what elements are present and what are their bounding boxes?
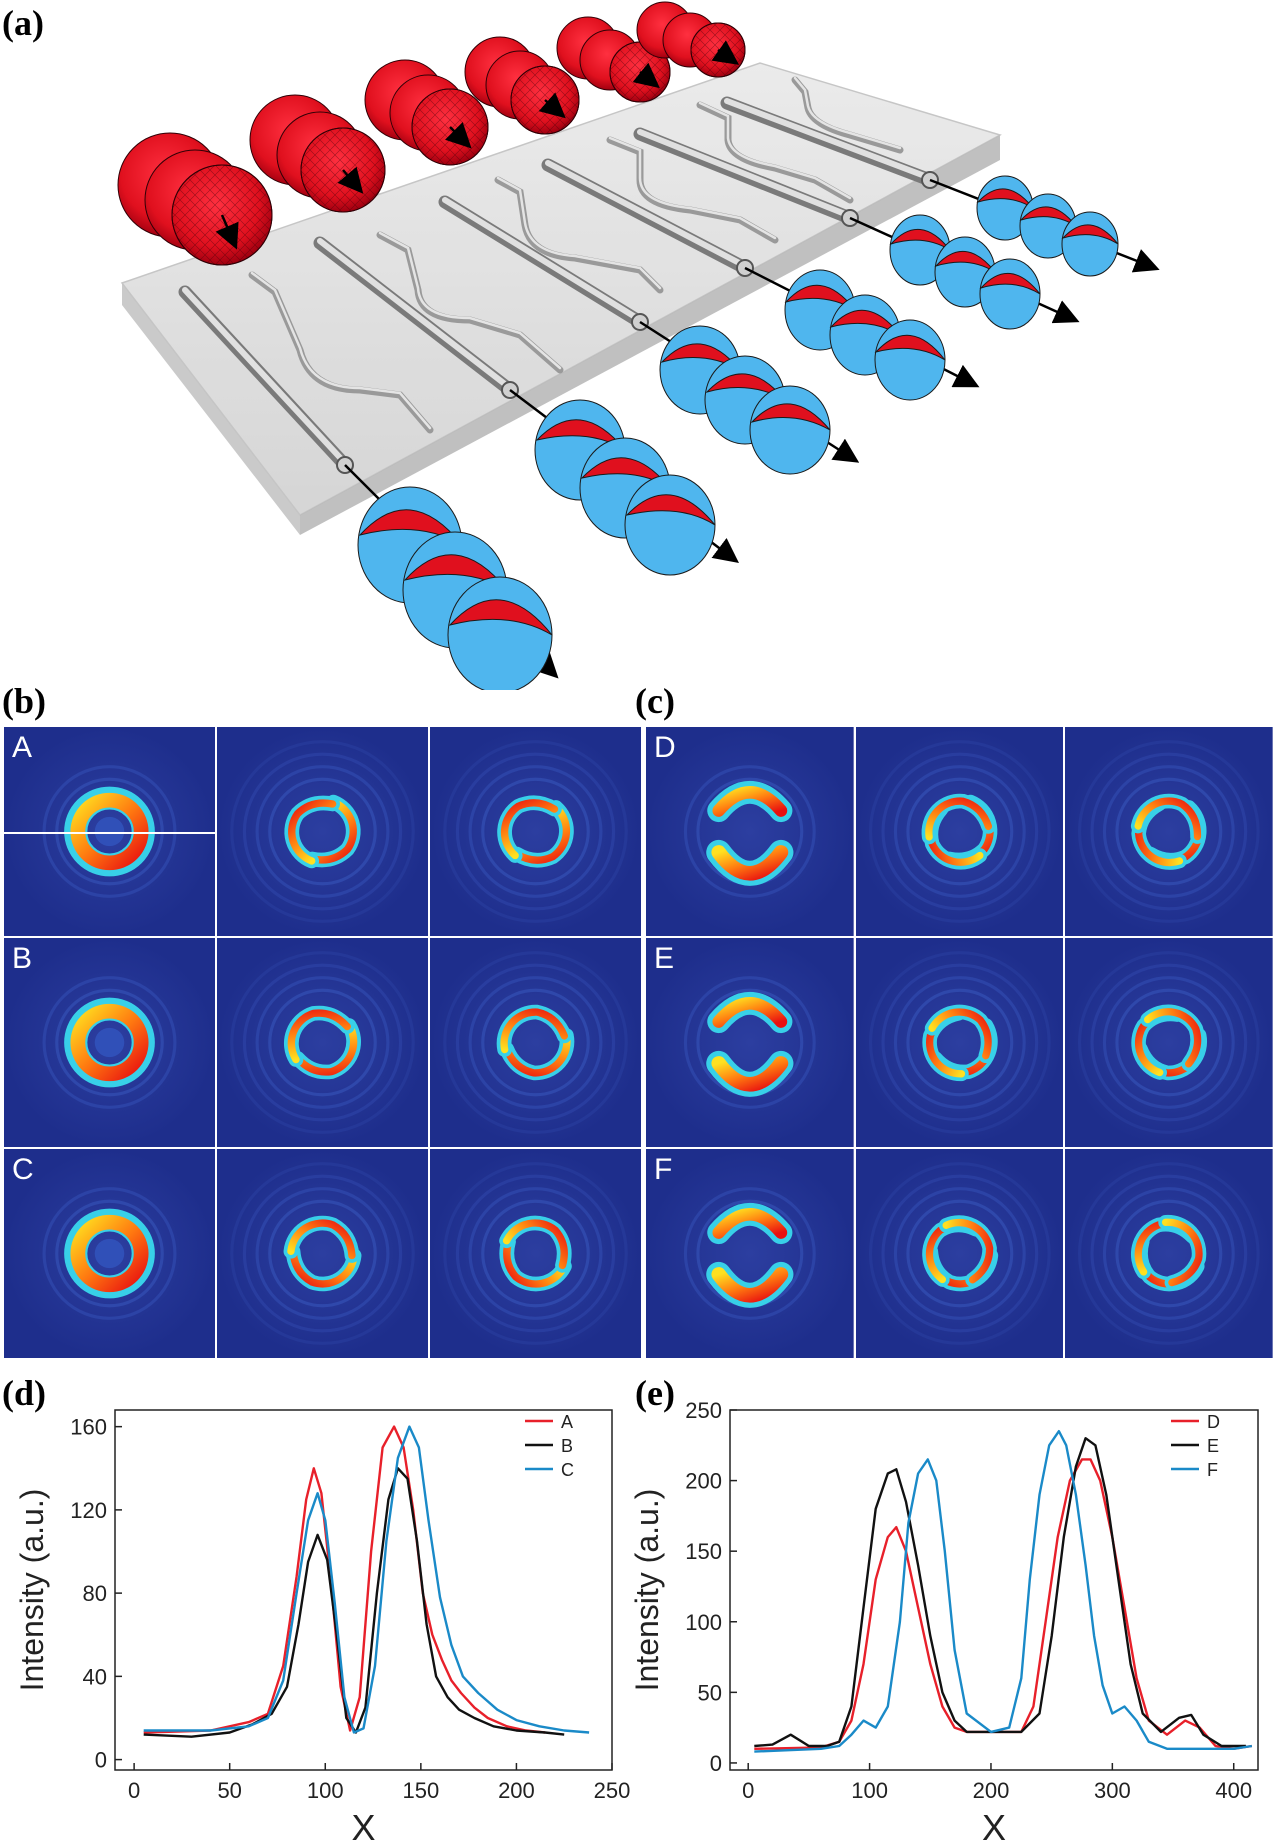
mode-image-a-1: A [4,727,215,936]
plot-frame [729,1409,1259,1771]
legend-label-d: D [1207,1412,1220,1432]
x-axis-label: X [982,1807,1006,1848]
y-tick-label: 0 [710,1751,722,1776]
mode-image-f-3 [1065,1149,1273,1358]
x-tick-label: 0 [128,1778,140,1803]
y-tick-label: 80 [83,1581,107,1606]
mode-image-a-2 [217,727,428,936]
legend-label-f: F [1207,1460,1218,1480]
mode-image-e-2 [855,938,1064,1147]
y-tick-label: 120 [70,1498,107,1523]
mode-image-b-2 [217,938,428,1147]
input-wavefronts [117,1,746,266]
mode-image-b-1: B [4,938,215,1147]
y-tick-label: 40 [83,1664,107,1689]
x-tick-label: 100 [307,1778,344,1803]
mode-row-label: D [654,731,676,764]
x-tick-label: 250 [594,1778,630,1803]
y-tick-label: 200 [685,1469,722,1494]
mode-image-d-2 [855,727,1064,936]
panel-label-c: (c) [635,681,675,721]
series-line-d [754,1458,1253,1750]
mode-image-e-3 [1065,938,1273,1147]
mode-row-label: E [654,942,675,975]
mode-row-label: A [12,731,33,764]
mode-row-label: F [654,1153,673,1186]
mode-image-b-3 [430,938,641,1147]
y-tick-label: 50 [698,1680,722,1705]
series-line-a [143,1425,546,1734]
mode-image-c-1: C [4,1149,215,1358]
y-axis-label: Intensity (a.u.) [14,1489,50,1692]
x-tick-label: 50 [217,1778,241,1803]
series-line-f [754,1430,1253,1753]
legend-label-e: E [1207,1436,1219,1456]
x-tick-label: 200 [498,1778,535,1803]
mode-image-c-3 [430,1149,641,1358]
legend-label-a: A [561,1412,573,1432]
mode-image-e-1: E [646,938,854,1147]
x-tick-label: 150 [402,1778,439,1803]
mode-image-a-3 [430,727,641,936]
y-tick-label: 160 [70,1415,107,1440]
y-tick-label: 0 [95,1748,107,1773]
waveguide-set [178,76,939,474]
x-tick-label: 200 [973,1778,1010,1803]
intensity-profile-chart-e: 0 100 200 300 400 0 50 100 150 200 250 X Intensity (… [630,1398,1259,1848]
panel-label-a: (a) [2,3,44,43]
y-tick-label: 250 [685,1398,722,1423]
series-line-c [143,1425,590,1734]
legend-label-b: B [561,1436,573,1456]
panel-label-d: (d) [2,1373,46,1413]
mode-row-label: B [12,942,33,975]
mode-image-grid-b: A B C [4,727,641,1358]
mode-image-grid-c: D E F [646,727,1273,1358]
x-tick-label: 100 [851,1778,888,1803]
series-line-b [143,1467,565,1738]
y-axis-label: Intensity (a.u.) [630,1489,665,1692]
x-axis-label: X [351,1807,375,1848]
plot-frame [114,1409,613,1771]
panel-label-b: (b) [2,681,46,721]
x-tick-label: 300 [1094,1778,1131,1803]
x-tick-label: 0 [742,1778,754,1803]
mode-image-d-3 [1065,727,1273,936]
profile-cut-line [4,831,215,834]
mode-image-d-1: D [646,727,854,936]
mode-image-c-2 [217,1149,428,1358]
x-tick-label: 400 [1215,1778,1252,1803]
intensity-profile-chart-d: 0 50 100 150 200 250 0 40 80 120 160 X Intensity (a.… [14,1409,630,1848]
legend-label-c: C [561,1460,574,1480]
mode-image-f-1: F [646,1149,854,1358]
y-tick-label: 100 [685,1610,722,1635]
panel-label-e: (e) [635,1373,675,1413]
mode-row-label: C [12,1153,34,1186]
y-tick-label: 150 [685,1539,722,1564]
output-vortex-wavefronts [344,175,1160,690]
series-line-e [754,1437,1246,1748]
mode-image-f-2 [855,1149,1064,1358]
glass-chip [120,62,1002,535]
waveguide-illustration [117,1,1160,690]
